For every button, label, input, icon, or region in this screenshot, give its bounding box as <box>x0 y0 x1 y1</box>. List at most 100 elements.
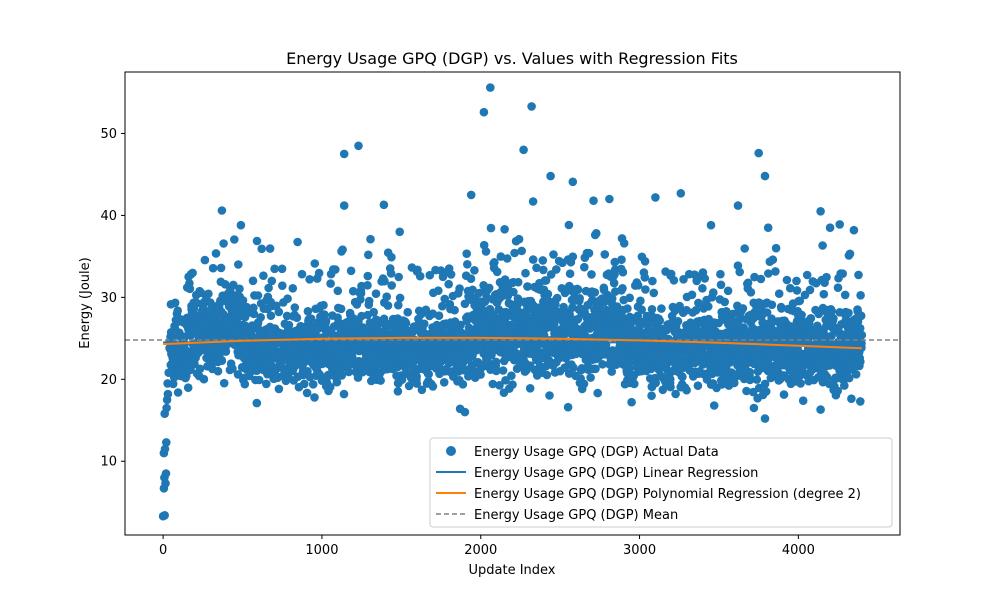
data-point <box>854 270 863 280</box>
data-point <box>195 364 205 374</box>
data-point <box>818 241 827 250</box>
data-point <box>337 371 347 380</box>
data-point <box>840 381 849 390</box>
data-point <box>819 289 829 299</box>
data-point <box>238 296 248 305</box>
data-point <box>829 314 838 323</box>
data-point <box>219 239 228 248</box>
data-point <box>798 396 808 406</box>
data-point <box>777 304 786 313</box>
data-point <box>833 386 842 396</box>
data-point <box>170 298 180 308</box>
data-point <box>292 313 302 323</box>
data-point <box>625 293 634 303</box>
data-point <box>501 376 510 385</box>
data-point <box>637 305 646 315</box>
data-point <box>163 379 172 388</box>
data-point <box>768 255 778 264</box>
data-point <box>579 379 589 389</box>
data-point <box>513 277 523 287</box>
data-point <box>738 304 748 313</box>
data-point <box>394 272 404 282</box>
data-point <box>722 307 731 316</box>
data-point <box>513 300 522 310</box>
data-point <box>278 281 287 291</box>
data-point <box>463 260 472 269</box>
data-point <box>563 402 573 412</box>
data-point <box>569 363 578 373</box>
data-point <box>675 301 684 311</box>
data-point <box>500 225 509 234</box>
data-point <box>519 145 528 155</box>
data-point <box>509 287 518 297</box>
data-point <box>833 283 843 293</box>
data-point <box>163 389 173 399</box>
data-point <box>458 380 468 389</box>
data-point <box>666 375 675 384</box>
data-point <box>651 193 660 202</box>
data-point <box>314 268 324 278</box>
data-point <box>552 265 561 274</box>
data-point <box>640 257 650 266</box>
data-point <box>164 368 173 378</box>
data-point <box>580 262 589 272</box>
y-tick-label: 40 <box>100 209 117 224</box>
data-point <box>498 366 508 375</box>
data-point <box>636 296 645 306</box>
data-point <box>230 235 239 244</box>
data-point <box>693 381 703 391</box>
data-point <box>387 252 396 262</box>
data-point <box>379 200 389 210</box>
data-point <box>160 444 170 454</box>
data-point <box>545 391 554 400</box>
data-point <box>543 289 553 299</box>
data-point <box>844 373 854 383</box>
data-point <box>460 407 470 417</box>
data-point <box>188 268 197 278</box>
data-point <box>676 189 686 198</box>
data-point <box>764 269 773 278</box>
data-point <box>792 286 802 295</box>
data-point <box>486 223 496 233</box>
data-point <box>743 278 753 288</box>
data-point <box>455 284 464 293</box>
data-point <box>709 288 718 297</box>
data-point <box>440 294 450 304</box>
data-point <box>302 388 312 398</box>
x-tick-label: 2000 <box>464 543 497 558</box>
data-point <box>186 331 196 340</box>
data-point <box>434 311 444 321</box>
data-point <box>438 301 447 311</box>
data-point <box>735 267 744 277</box>
data-point <box>412 379 422 388</box>
data-point <box>356 295 365 304</box>
x-tick-label: 1000 <box>305 543 338 558</box>
data-point <box>326 279 335 288</box>
data-point <box>745 367 755 377</box>
data-point <box>303 307 313 316</box>
data-point <box>462 249 472 258</box>
data-point <box>425 270 435 280</box>
data-point <box>600 250 610 259</box>
data-point <box>746 288 756 297</box>
data-point <box>539 265 548 275</box>
data-point <box>640 273 650 282</box>
data-point <box>266 311 276 321</box>
data-point <box>173 388 183 397</box>
axes: 0 1000 2000 3000 4000 10 20 30 40 50 <box>100 127 814 558</box>
data-point <box>723 286 733 296</box>
data-point <box>219 378 229 388</box>
data-point <box>267 276 277 286</box>
data-point <box>284 320 294 330</box>
data-point <box>673 317 683 326</box>
data-point <box>321 316 331 326</box>
data-point <box>162 438 171 447</box>
data-point <box>204 289 213 299</box>
data-point <box>785 283 795 293</box>
data-point <box>584 248 594 258</box>
legend-label-actual: Energy Usage GPQ (DGP) Actual Data <box>474 445 719 460</box>
x-tick-label: 4000 <box>782 543 815 558</box>
data-point <box>546 171 555 181</box>
data-point <box>521 268 530 278</box>
data-point <box>857 330 867 340</box>
